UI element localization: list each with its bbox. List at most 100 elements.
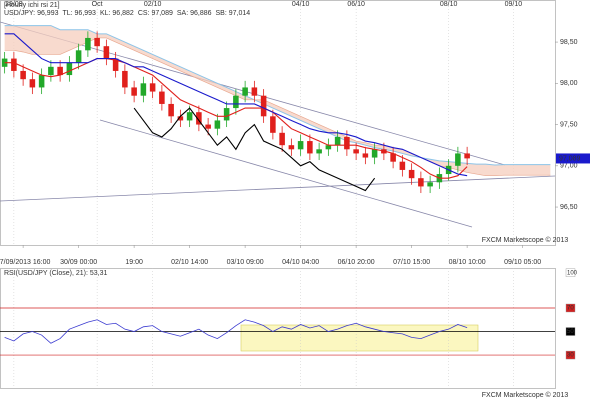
candle-body [279, 132, 285, 146]
candle-body [334, 136, 341, 146]
y-tick-label: 70 [567, 306, 574, 312]
rsi-line [4, 319, 468, 344]
candle-body [112, 58, 119, 71]
candle-body [131, 87, 137, 96]
y-tick-box [565, 350, 576, 360]
candle-body [242, 87, 248, 96]
candle-body [455, 153, 461, 166]
candle-body [362, 153, 369, 158]
top-tick-label: 29/09 [5, 1, 23, 8]
candle-body [214, 120, 221, 129]
highlight-box [240, 324, 479, 352]
candle-body [66, 62, 73, 76]
candle-body [57, 66, 63, 76]
channel-line [99, 119, 473, 228]
y-tick-box [565, 327, 576, 336]
y-tick-label: 30 [567, 353, 574, 359]
candle-body [233, 95, 239, 109]
candle-body [186, 112, 193, 121]
y-tick-box [565, 268, 576, 277]
indicator-line [4, 33, 468, 177]
footer: FXCM Marketscope © 2013 [482, 391, 569, 399]
candle-body [94, 37, 100, 47]
trend-line [0, 175, 556, 202]
y-tick-label: 100 [567, 270, 578, 276]
last-price-label: 97,089 [559, 155, 581, 162]
x-tick-label: 09/10 05:00 [504, 259, 541, 266]
chart-header: [Hourly ichi rsi 21] [4, 2, 60, 9]
candle-body [418, 178, 424, 187]
y-tick-label: 97,00 [560, 163, 578, 170]
legend-item: TL: 96,993 [62, 10, 96, 17]
candle-body [85, 37, 91, 51]
top-tick-label: 08/10 [440, 1, 458, 8]
candle-body [297, 141, 304, 150]
candle-body [122, 70, 128, 88]
candle-body [196, 112, 202, 125]
y-tick-box [565, 303, 576, 313]
legend-item: CS: 97,089 [138, 10, 173, 17]
candle-body [149, 83, 156, 92]
candle-body [205, 124, 211, 129]
candle-body [38, 75, 45, 88]
candle-body [260, 95, 267, 117]
candle-body [140, 83, 147, 96]
candle-body [464, 153, 470, 159]
candle-body [1, 58, 8, 67]
candle-body [344, 136, 350, 150]
candle-body [48, 66, 54, 76]
candle-body [29, 79, 36, 88]
indicator-line [4, 58, 468, 179]
y-tick-label: 98,00 [560, 80, 578, 87]
top-tick-label: Oct [92, 1, 103, 8]
top-tick-label: 02/10 [144, 1, 162, 8]
price-panel [0, 0, 556, 246]
candle-body [353, 149, 359, 154]
candle-body [399, 161, 406, 170]
x-tick-label: 08/10 10:00 [449, 259, 486, 266]
x-tick-label: 04/10 04:00 [282, 259, 319, 266]
x-tick-label: 06/10 20:00 [338, 259, 375, 266]
candle-body [371, 149, 378, 158]
y-tick-label: 97,50 [560, 121, 578, 128]
candle-body [20, 70, 26, 80]
candle-body [168, 103, 174, 117]
top-tick-label: 04/10 [292, 1, 310, 8]
legend-item: SB: 97,014 [216, 10, 251, 17]
x-tick-label: 30/09 00:00 [60, 259, 97, 266]
x-tick-label: 19:00 [125, 259, 143, 266]
candle-body [223, 108, 230, 121]
indicator-line [133, 107, 376, 192]
candle-body [307, 141, 313, 154]
candle-body [325, 145, 332, 150]
x-tick-label: 03/10 09:00 [227, 259, 264, 266]
x-tick-label: 07/10 15:00 [393, 259, 430, 266]
cloud [4, 25, 551, 176]
rsi-header: RSI(USD/JPY (Close), 21): 53,31 [4, 270, 107, 277]
candle-body [288, 145, 295, 150]
x-tick-label: 02/10 14:00 [171, 259, 208, 266]
y-tick-label: 98,50 [560, 39, 578, 46]
rsi-panel [0, 268, 556, 389]
y-tick-label: 96,50 [560, 204, 578, 211]
y-tick-label: 50 [567, 329, 574, 335]
legend-item: USD/JPY: 96,993 [4, 10, 59, 17]
candle-body [159, 91, 165, 104]
candle-body [75, 50, 82, 63]
candle-body [390, 153, 396, 162]
footer: FXCM Marketscope © 2013 [482, 236, 569, 244]
candle-body [103, 46, 110, 59]
legend-item: SA: 96,886 [177, 10, 212, 17]
candle-body [251, 87, 258, 96]
last-price-box [556, 153, 590, 164]
candle-body [270, 116, 276, 133]
candle-body [408, 169, 415, 179]
candle-body [177, 116, 184, 121]
top-tick-label: 06/10 [347, 1, 365, 8]
top-tick-label: 09/10 [505, 1, 523, 8]
x-tick-label: 27/09/2013 16:00 [0, 259, 50, 266]
candle-body [427, 182, 433, 187]
candle-body [316, 149, 322, 154]
candle-body [11, 58, 17, 71]
